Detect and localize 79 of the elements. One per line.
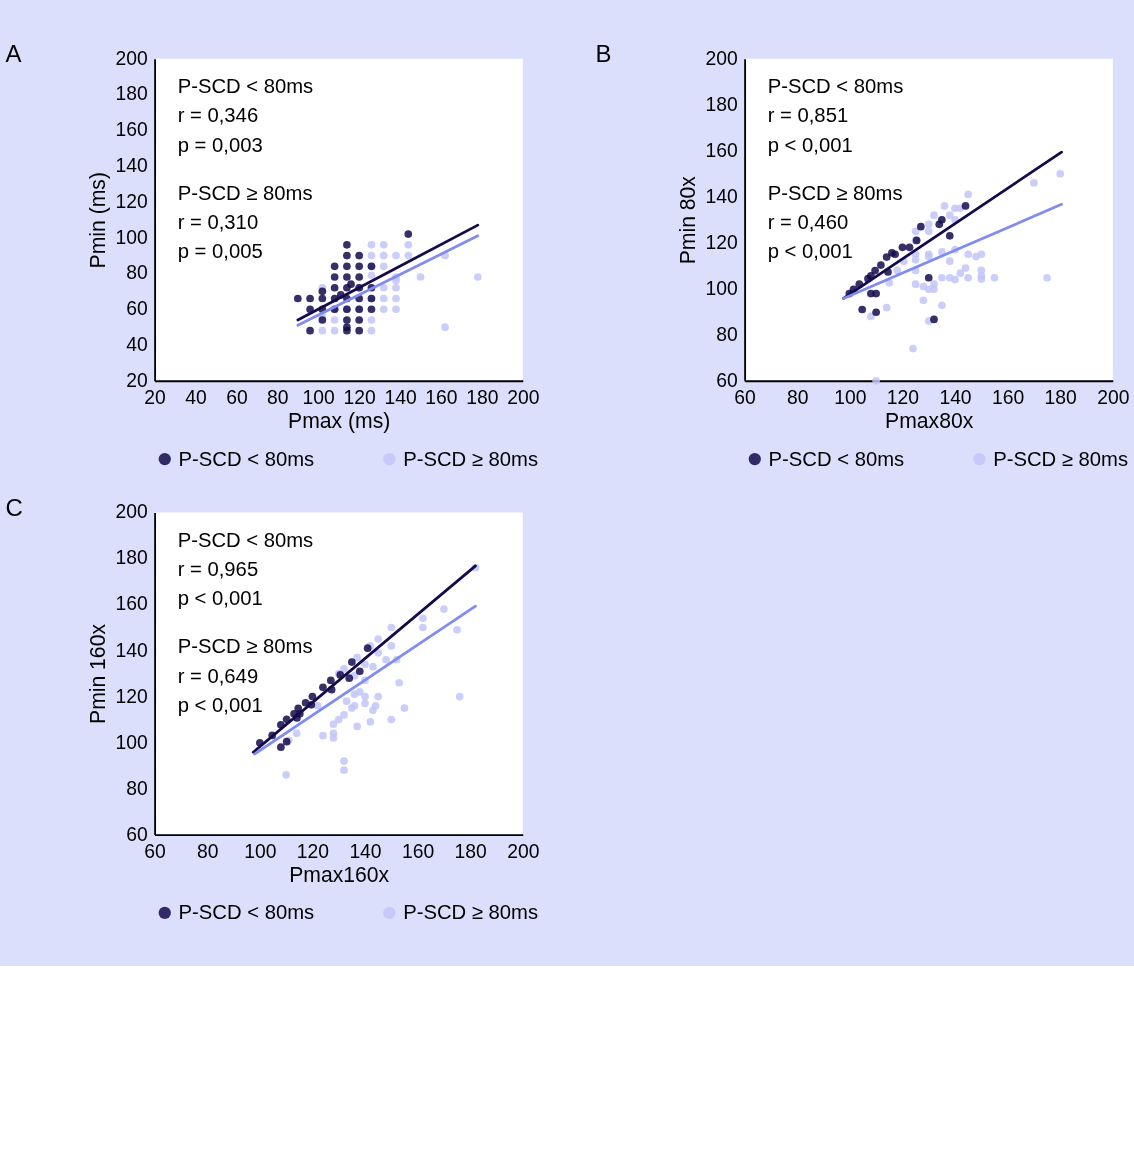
legend-label: P-SCD < 80ms xyxy=(178,447,315,470)
x-tick-label: 40 xyxy=(185,387,207,409)
annotation: r = 0,649 xyxy=(177,664,259,687)
x-tick-label: 180 xyxy=(1044,387,1077,409)
x-tick-label: 200 xyxy=(1097,387,1130,409)
legend-label: P-SCD ≥ 80ms xyxy=(993,447,1129,470)
annotation: p < 0,001 xyxy=(767,240,853,263)
y-tick-label: 180 xyxy=(115,547,148,569)
x-tick-label: 140 xyxy=(384,387,417,409)
y-tick-label: 80 xyxy=(716,323,738,345)
annotation: P-SCD < 80ms xyxy=(177,528,314,551)
y-tick-label: 200 xyxy=(115,501,148,523)
annotation: r = 0,965 xyxy=(177,557,259,580)
y-axis-title: Pmin 80x xyxy=(676,175,700,265)
annotation: p < 0,001 xyxy=(177,694,263,717)
x-tick-label: 140 xyxy=(349,841,382,863)
legend-label: P-SCD ≥ 80ms xyxy=(403,901,539,924)
legend-label: P-SCD < 80ms xyxy=(178,901,315,924)
annotation: P-SCD ≥ 80ms xyxy=(177,635,313,658)
y-tick-label: 100 xyxy=(115,731,148,753)
y-tick-label: 160 xyxy=(115,119,148,141)
x-tick-label: 160 xyxy=(425,387,458,409)
x-axis-title: Pmax160x xyxy=(289,863,390,887)
annotation: p < 0,001 xyxy=(767,133,853,156)
annotation: P-SCD < 80ms xyxy=(767,74,904,97)
legend-label: P-SCD < 80ms xyxy=(768,447,905,470)
x-tick-label: 100 xyxy=(302,387,335,409)
y-tick-label: 200 xyxy=(705,47,738,69)
chart-title: C xyxy=(5,494,23,522)
x-tick-label: 80 xyxy=(267,387,289,409)
y-tick-label: 140 xyxy=(115,639,148,661)
x-tick-label: 80 xyxy=(786,387,809,409)
y-axis-title: Pmin (ms) xyxy=(86,172,111,269)
x-tick-label: 180 xyxy=(466,387,499,409)
y-tick-label: 100 xyxy=(705,277,738,299)
legend-label: P-SCD ≥ 80ms xyxy=(403,447,539,470)
x-tick-label: 160 xyxy=(401,841,435,863)
x-tick-label: 120 xyxy=(343,387,376,409)
y-tick-label: 160 xyxy=(705,139,738,161)
chart-title: A xyxy=(5,40,22,68)
annotation: p = 0,005 xyxy=(177,240,263,263)
y-tick-label: 100 xyxy=(115,226,148,248)
annotation: r = 0,851 xyxy=(767,104,849,127)
annotation: p < 0,001 xyxy=(177,587,263,610)
annotation: p = 0,003 xyxy=(177,133,263,156)
y-tick-label: 160 xyxy=(115,593,148,615)
annotation: P-SCD ≥ 80ms xyxy=(177,181,313,204)
y-tick-label: 180 xyxy=(705,93,738,115)
y-tick-label: 200 xyxy=(115,47,148,69)
y-tick-label: 140 xyxy=(705,185,738,207)
y-tick-label: 120 xyxy=(115,685,148,707)
x-tick-label: 180 xyxy=(454,841,487,863)
y-tick-label: 180 xyxy=(115,83,148,105)
x-axis-title: Pmax (ms) xyxy=(288,409,391,434)
x-tick-label: 200 xyxy=(507,841,540,863)
annotation: r = 0,460 xyxy=(767,210,849,233)
y-tick-label: 80 xyxy=(126,777,148,799)
x-tick-label: 100 xyxy=(834,387,867,409)
x-tick-label: 100 xyxy=(244,841,277,863)
y-tick-label: 60 xyxy=(126,298,148,320)
y-tick-label: 140 xyxy=(115,155,148,177)
x-tick-label: 140 xyxy=(939,387,972,409)
x-tick-label: 120 xyxy=(886,387,920,409)
x-tick-label: 160 xyxy=(991,387,1025,409)
annotation: r = 0,346 xyxy=(177,104,259,127)
chart-title: B xyxy=(595,40,612,68)
y-tick-label: 120 xyxy=(115,190,148,212)
x-tick-label: 80 xyxy=(196,841,219,863)
x-axis-title: Pmax80x xyxy=(885,409,974,433)
y-tick-label: 80 xyxy=(126,262,148,284)
x-tick-label: 200 xyxy=(507,387,540,409)
x-tick-label: 60 xyxy=(226,387,248,409)
y-tick-label: 120 xyxy=(705,231,738,253)
y-tick-label: 40 xyxy=(126,334,148,356)
annotation: P-SCD ≥ 80ms xyxy=(767,181,903,204)
annotation: P-SCD < 80ms xyxy=(177,74,314,97)
y-axis-title: Pmin 160x xyxy=(86,623,110,724)
annotation: r = 0,310 xyxy=(177,210,259,233)
x-tick-label: 120 xyxy=(296,841,330,863)
